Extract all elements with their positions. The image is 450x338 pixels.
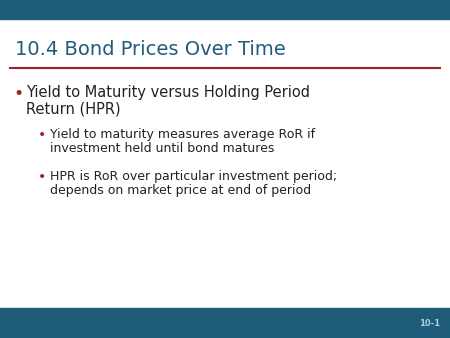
Text: •: • bbox=[13, 85, 23, 103]
Bar bbox=[0, 0, 450, 19]
Text: investment held until bond matures: investment held until bond matures bbox=[50, 142, 274, 155]
Text: Yield to maturity measures average RoR if: Yield to maturity measures average RoR i… bbox=[50, 128, 315, 141]
Text: HPR is RoR over particular investment period;: HPR is RoR over particular investment pe… bbox=[50, 170, 337, 183]
Text: depends on market price at end of period: depends on market price at end of period bbox=[50, 184, 311, 197]
Text: Yield to Maturity versus Holding Period: Yield to Maturity versus Holding Period bbox=[26, 85, 310, 100]
Bar bbox=[0, 308, 450, 338]
Text: •: • bbox=[38, 128, 46, 142]
Text: •: • bbox=[38, 170, 46, 184]
Text: 10-1: 10-1 bbox=[419, 318, 440, 328]
Text: Return (HPR): Return (HPR) bbox=[26, 101, 121, 116]
Text: 10.4 Bond Prices Over Time: 10.4 Bond Prices Over Time bbox=[15, 40, 286, 59]
